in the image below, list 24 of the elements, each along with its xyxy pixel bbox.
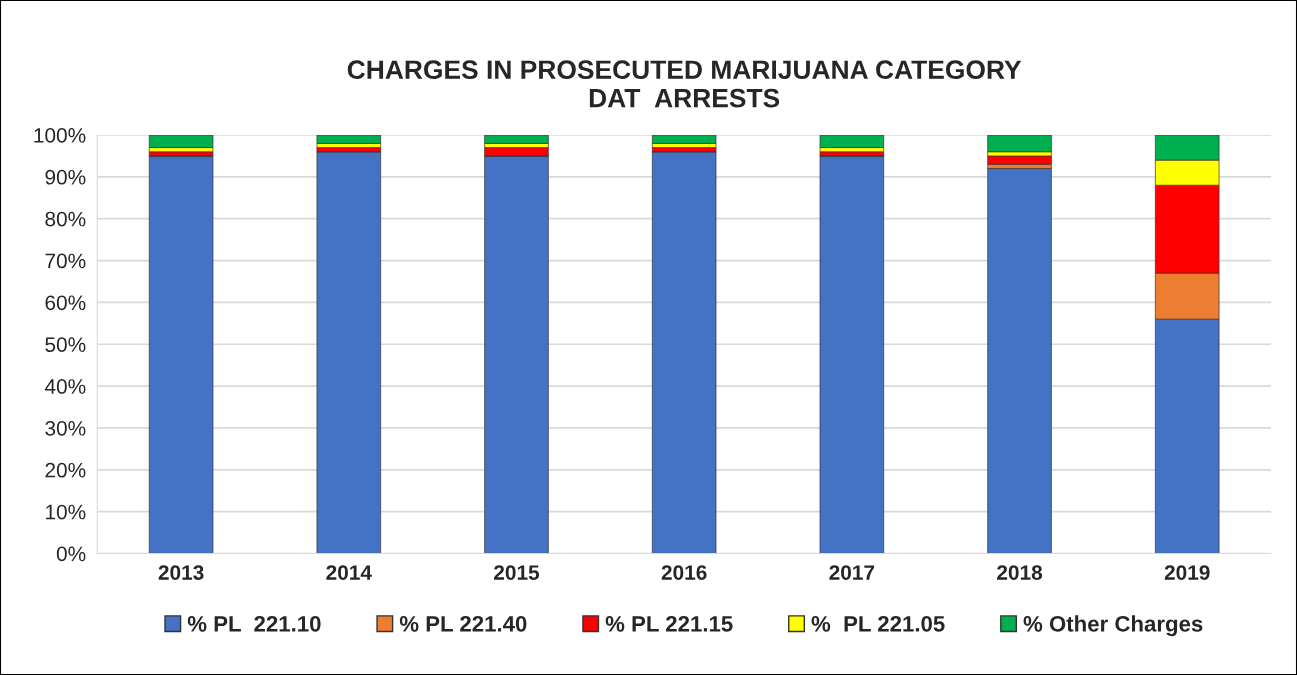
y-tick-label: 50% <box>45 337 86 352</box>
x-tick-label: 2015 <box>494 565 540 580</box>
y-tick-label: 30% <box>45 420 86 436</box>
x-tick-label: 2019 <box>1164 565 1210 580</box>
y-tick-label: 20% <box>45 462 86 478</box>
y-tick-label: 40% <box>44 379 86 394</box>
legend-label: % PL 221.05 <box>811 615 945 632</box>
legend-label: % PL 221.10 <box>187 615 321 632</box>
y-tick-label: 80% <box>45 211 86 227</box>
x-tick-label: 2017 <box>829 565 875 580</box>
y-tick-label: 70% <box>45 253 86 269</box>
x-tick-label: 2018 <box>997 565 1043 580</box>
x-tick-label: 2016 <box>661 565 707 580</box>
y-tick-label: 0% <box>56 546 86 562</box>
legend-label: % PL 221.40 <box>399 615 527 632</box>
chart-title: CHARGES IN PROSECUTED MARIJUANA CATEGORY DAT ARRESTS <box>347 60 1022 108</box>
legend-label: % Other Charges <box>1023 615 1203 637</box>
y-tick-label: 10% <box>46 504 86 520</box>
x-tick-label: 2014 <box>326 565 372 580</box>
x-tick-label: 2013 <box>158 565 204 580</box>
y-tick-label: 100% <box>34 128 86 143</box>
legend-label: % PL 221.15 <box>605 615 733 632</box>
y-tick-label: 90% <box>45 169 86 185</box>
y-tick-label: 60% <box>45 295 86 311</box>
